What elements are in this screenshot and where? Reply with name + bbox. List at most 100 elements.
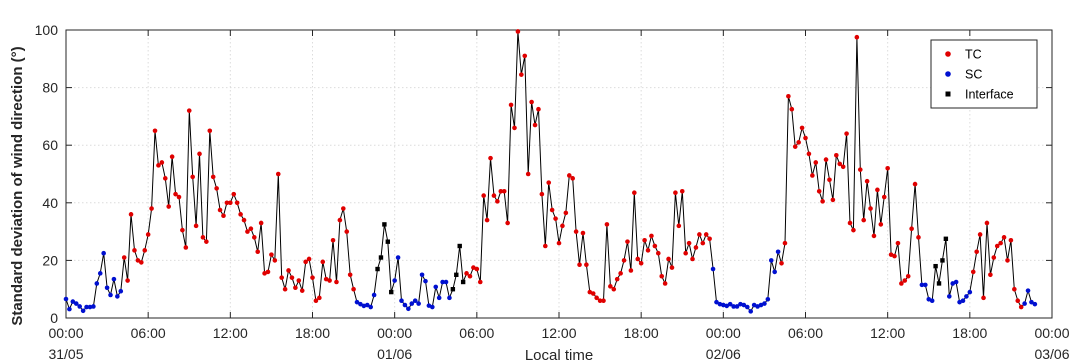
data-point-tc xyxy=(662,281,668,286)
data-point-sc xyxy=(97,271,103,276)
data-point-interface xyxy=(933,263,938,269)
data-point-tc xyxy=(238,212,243,217)
data-point-tc xyxy=(477,279,483,285)
data-point-tc xyxy=(532,122,538,128)
data-point-tc xyxy=(491,193,497,198)
x-axis-label: Local time xyxy=(525,347,593,364)
data-point-tc xyxy=(669,265,675,270)
data-point-tc xyxy=(286,268,291,273)
data-point-tc xyxy=(265,269,271,275)
data-point-tc xyxy=(998,240,1003,246)
data-point-tc xyxy=(594,295,599,301)
data-point-sc xyxy=(731,304,736,309)
data-point-tc xyxy=(799,125,805,131)
data-point-sc xyxy=(412,298,418,304)
data-point-sc xyxy=(964,294,969,299)
data-point-sc xyxy=(416,301,421,306)
x-tick-date-label: 31/05 xyxy=(48,346,83,362)
data-point-tc xyxy=(176,194,182,200)
data-point-tc xyxy=(796,140,801,145)
data-point-tc xyxy=(628,268,634,273)
data-point-tc xyxy=(673,190,678,196)
data-point-tc xyxy=(909,226,914,232)
data-point-sc xyxy=(929,298,935,304)
data-point-tc xyxy=(139,260,144,265)
data-point-tc xyxy=(645,248,651,253)
x-tick-time-label: 18:00 xyxy=(624,325,659,341)
data-point-tc xyxy=(580,230,586,236)
x-tick-date-label: 02/06 xyxy=(706,346,741,362)
data-point-sc xyxy=(1029,299,1034,305)
data-point-sc xyxy=(419,272,425,278)
data-point-tc xyxy=(590,291,596,296)
data-point-tc xyxy=(152,128,158,134)
data-point-interface xyxy=(385,239,391,244)
data-point-sc xyxy=(80,308,86,314)
x-tick-time-label: 00:00 xyxy=(1034,325,1069,341)
data-point-tc xyxy=(984,220,990,226)
data-point-tc xyxy=(885,165,890,171)
data-series xyxy=(63,29,1038,314)
x-tick-time-label: 06:00 xyxy=(788,325,823,341)
data-point-tc xyxy=(912,181,918,187)
data-point-tc xyxy=(481,193,486,198)
data-point-sc xyxy=(447,295,452,301)
data-point-sc xyxy=(67,306,72,312)
data-point-tc xyxy=(228,200,233,206)
data-point-tc xyxy=(851,227,856,233)
data-point-tc xyxy=(132,248,137,253)
x-tick-time-label: 06:00 xyxy=(131,325,166,341)
data-point-interface xyxy=(457,243,462,249)
data-point-tc xyxy=(563,210,569,216)
data-point-tc xyxy=(635,256,641,262)
data-point-tc xyxy=(981,295,986,301)
data-point-sc xyxy=(724,303,730,309)
data-point-tc xyxy=(293,285,298,291)
data-point-sc xyxy=(91,304,96,309)
data-point-tc xyxy=(347,272,353,278)
data-point-sc xyxy=(967,289,973,295)
data-point-interface xyxy=(940,258,945,263)
data-point-tc xyxy=(621,258,627,263)
data-point-sc xyxy=(118,288,124,294)
data-point-sc xyxy=(368,304,374,310)
data-point-tc xyxy=(320,259,326,265)
data-point-tc xyxy=(221,213,226,219)
data-point-tc xyxy=(190,174,195,180)
data-point-tc xyxy=(642,237,647,243)
data-point-sc xyxy=(734,304,740,309)
data-point-tc xyxy=(601,298,606,304)
data-point-sc xyxy=(87,304,93,310)
data-point-tc xyxy=(823,157,829,162)
data-point-tc xyxy=(840,164,846,170)
data-point-tc xyxy=(1012,286,1017,292)
data-point-interface xyxy=(943,236,949,241)
data-point-tc xyxy=(327,278,332,283)
x-tick-time-label: 06:00 xyxy=(459,325,494,341)
data-point-tc xyxy=(251,235,257,240)
x-tick-time-label: 12:00 xyxy=(870,325,905,341)
data-point-tc xyxy=(234,200,240,206)
data-point-sc xyxy=(960,298,966,304)
x-tick-time-label: 12:00 xyxy=(213,325,248,341)
data-point-tc xyxy=(313,298,319,304)
data-point-tc xyxy=(241,217,247,223)
data-point-tc xyxy=(169,154,175,160)
data-point-sc xyxy=(443,279,449,285)
data-point-sc xyxy=(358,301,363,307)
data-point-sc xyxy=(923,282,928,288)
data-point-tc xyxy=(977,232,983,237)
data-point-tc xyxy=(988,272,993,278)
series-line xyxy=(65,31,1036,313)
data-point-interface xyxy=(375,266,380,272)
data-point-tc xyxy=(501,188,507,194)
data-point-tc xyxy=(344,229,350,234)
data-point-sc xyxy=(402,302,408,308)
data-point-sc xyxy=(399,298,404,304)
data-point-tc xyxy=(186,108,192,113)
data-point-sc xyxy=(946,294,952,299)
data-point-tc xyxy=(810,173,815,178)
data-point-tc xyxy=(145,232,151,237)
data-point-tc xyxy=(1018,304,1024,310)
